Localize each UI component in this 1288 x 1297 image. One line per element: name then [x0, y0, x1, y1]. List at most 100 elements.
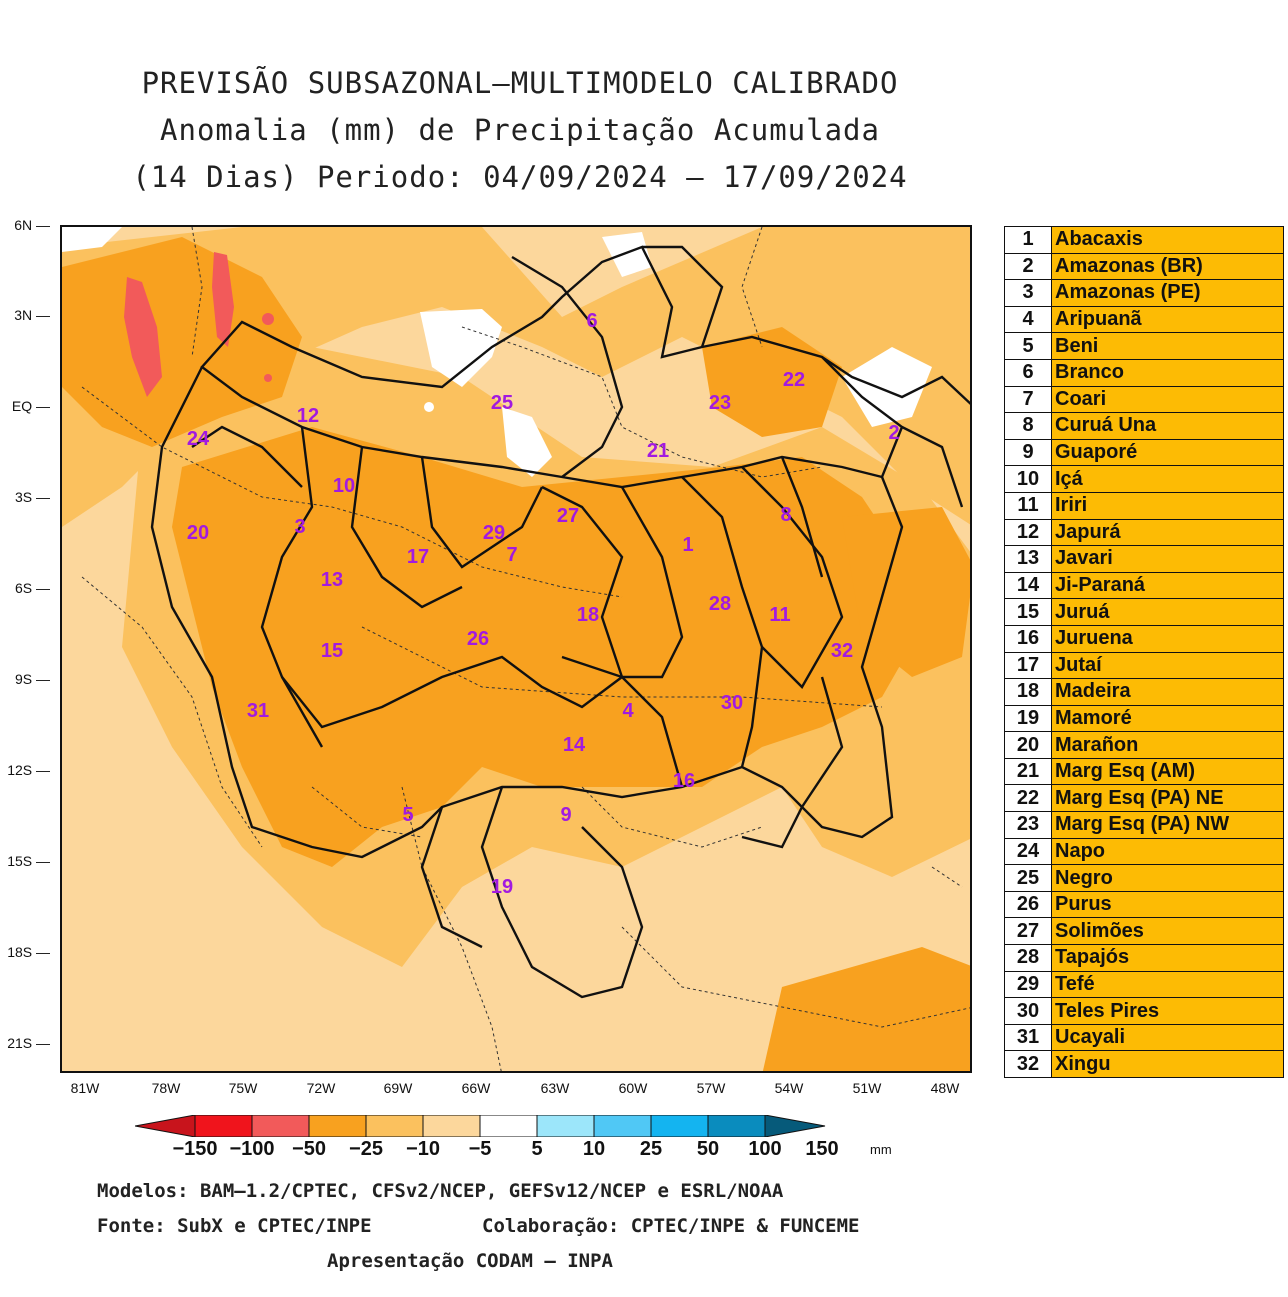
basin-name: Purus — [1051, 890, 1284, 919]
basin-label-9: 9 — [560, 804, 571, 826]
colorbar-tick-label: 150 — [805, 1138, 839, 1160]
basin-legend-row: 22 Marg Esq (PA) NE — [1004, 784, 1284, 813]
basin-number: 7 — [1004, 385, 1052, 414]
basin-name: Branco — [1051, 358, 1284, 387]
basin-legend-row: 6 Branco — [1004, 358, 1284, 387]
map-title-line1: PREVISÃO SUBSAZONAL—MULTIMODELO CALIBRAD… — [141, 66, 899, 100]
basin-number: 5 — [1004, 332, 1052, 360]
basin-label-22: 22 — [783, 369, 805, 391]
basin-label-13: 13 — [321, 569, 343, 591]
colorbar-segment — [365, 1115, 424, 1137]
basin-name: Madeira — [1051, 678, 1284, 706]
precipitation-anomaly-map[interactable]: 1 2 3 4 5 6 7 8 9 10 11 12 13 14 15 16 17 18 19 20 21 22 23 24 2… — [60, 225, 972, 1073]
basin-number: 30 — [1004, 997, 1052, 1025]
latitude-tick-label: 18S — — [7, 944, 50, 960]
basin-number: 16 — [1004, 624, 1052, 653]
basin-legend-row: 7 Coari — [1004, 385, 1284, 414]
colorbar-tick-label: −150 — [172, 1138, 218, 1160]
basin-number: 12 — [1004, 518, 1052, 547]
basin-label-16: 16 — [673, 770, 695, 792]
basin-number: 11 — [1004, 491, 1052, 520]
basin-number: 9 — [1004, 438, 1052, 467]
basin-label-29: 29 — [483, 522, 505, 544]
basin-number: 15 — [1004, 598, 1052, 626]
basin-legend-row: 30 Teles Pires — [1004, 997, 1284, 1025]
latitude-tick-label: 15S — — [7, 853, 50, 869]
colorbar-segment — [251, 1115, 310, 1137]
basin-legend-row: 5 Beni — [1004, 332, 1284, 360]
basin-name: Coari — [1051, 385, 1284, 414]
basin-label-1: 1 — [682, 534, 693, 556]
basin-name: Tefé — [1051, 970, 1284, 999]
basin-number: 27 — [1004, 917, 1052, 946]
basin-boundaries — [150, 245, 970, 999]
basin-number-labels: 1234567891011121314151617181920212223242… — [187, 310, 900, 898]
longitude-tick-label: 75W — [228, 1080, 258, 1096]
colorbar-tick-label: −5 — [468, 1138, 492, 1160]
basin-legend-row: 32 Xingu — [1004, 1050, 1284, 1078]
colorbar-tick-label: 100 — [748, 1138, 782, 1160]
basin-legend-row: 8 Curuá Una — [1004, 412, 1284, 440]
latitude-tick-label: 6N — — [14, 217, 50, 233]
basin-label-28: 28 — [709, 593, 731, 615]
basin-legend-row: 24 Napo — [1004, 837, 1284, 866]
colorbar-tick-label: 10 — [582, 1138, 606, 1160]
basin-label-19: 19 — [491, 876, 513, 898]
basin-label-27: 27 — [557, 505, 579, 527]
basin-name: Amazonas (PE) — [1051, 279, 1284, 307]
basin-label-7: 7 — [506, 544, 517, 566]
colorbar-segment — [707, 1115, 766, 1137]
basin-legend-row: 17 Jutaí — [1004, 651, 1284, 680]
basin-name: Curuá Una — [1051, 412, 1284, 440]
longitude-tick-label: 60W — [618, 1080, 648, 1096]
basin-legend-row: 31 Ucayali — [1004, 1023, 1284, 1052]
colorbar-segment — [422, 1115, 481, 1137]
basin-number: 31 — [1004, 1023, 1052, 1052]
basin-legend-row: 20 Marañon — [1004, 731, 1284, 759]
basin-legend-row: 26 Purus — [1004, 890, 1284, 919]
colorbar-segment — [650, 1115, 709, 1137]
basin-legend-row: 14 Ji-Paraná — [1004, 571, 1284, 600]
latitude-tick-label: EQ — — [11, 398, 50, 414]
longitude-tick-label: 72W — [306, 1080, 336, 1096]
basin-name: Ji-Paraná — [1051, 571, 1284, 600]
basin-name: Mamoré — [1051, 704, 1284, 733]
colorbar-tick-label: −100 — [229, 1138, 275, 1160]
basin-number: 13 — [1004, 545, 1052, 573]
longitude-tick-label: 51W — [852, 1080, 882, 1096]
basin-number: 21 — [1004, 757, 1052, 786]
basin-name: Solimões — [1051, 917, 1284, 946]
basin-label-21: 21 — [647, 440, 669, 462]
basin-number: 14 — [1004, 571, 1052, 600]
basin-legend-row: 13 Javari — [1004, 545, 1284, 573]
map-canvas: 1234567891011121314151617181920212223242… — [62, 227, 970, 1071]
basin-number: 20 — [1004, 731, 1052, 759]
basin-legend-row: 4 Aripuanã — [1004, 305, 1284, 334]
basin-label-18: 18 — [577, 604, 599, 626]
basin-legend-row: 16 Juruena — [1004, 624, 1284, 653]
basin-name: Javari — [1051, 545, 1284, 573]
basin-legend-row: 23 Marg Esq (PA) NW — [1004, 811, 1284, 839]
anomaly-fields — [62, 227, 970, 1071]
latitude-tick-label: 9S — — [14, 671, 50, 687]
basin-name: Amazonas (BR) — [1051, 252, 1284, 281]
basin-legend-row: 2 Amazonas (BR) — [1004, 252, 1284, 281]
basin-legend-row: 3 Amazonas (PE) — [1004, 279, 1284, 307]
basin-label-12: 12 — [297, 405, 319, 427]
colorbar-segment — [194, 1115, 253, 1137]
colorbar-tick-label: −25 — [349, 1138, 383, 1160]
basin-legend-row: 21 Marg Esq (AM) — [1004, 757, 1284, 786]
basin-legend-row: 12 Japurá — [1004, 518, 1284, 547]
basin-label-3: 3 — [294, 516, 305, 538]
basin-number: 22 — [1004, 784, 1052, 813]
basin-number: 6 — [1004, 358, 1052, 387]
map-title-line3: (14 Dias) Periodo: 04/09/2024 — 17/09/20… — [132, 160, 908, 194]
footer-presentation: Apresentação CODAM — INPA — [327, 1250, 613, 1272]
basin-name: Xingu — [1051, 1050, 1284, 1078]
basin-label-26: 26 — [467, 628, 489, 650]
basin-label-31: 31 — [247, 700, 269, 722]
basin-name: Aripuanã — [1051, 305, 1284, 334]
basin-label-5: 5 — [402, 804, 413, 826]
basin-name: Juruá — [1051, 598, 1284, 626]
basin-name: Abacaxis — [1051, 226, 1284, 254]
